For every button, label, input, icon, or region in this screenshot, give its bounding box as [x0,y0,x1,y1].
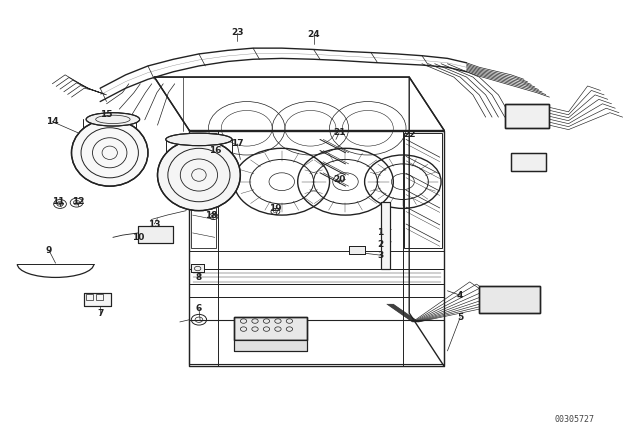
Text: 17: 17 [231,139,243,148]
Ellipse shape [157,139,241,211]
Text: 9: 9 [46,246,52,255]
Text: 10: 10 [132,233,145,242]
Text: 15: 15 [100,110,113,120]
Bar [189,297,444,320]
Ellipse shape [166,133,232,146]
Bar [505,104,549,128]
Bar [234,340,307,351]
Text: 2: 2 [378,240,383,249]
Text: 8: 8 [196,273,202,282]
Bar [189,268,444,284]
Bar [349,246,365,254]
Bar [189,320,444,364]
Bar [234,340,307,351]
Bar [138,226,173,243]
Bar [511,153,546,172]
Bar [234,318,307,340]
Bar [189,284,444,297]
Bar [191,133,216,249]
Text: 4: 4 [457,291,463,300]
Text: 24: 24 [307,30,320,39]
Bar [96,294,103,300]
Text: 13: 13 [148,220,161,228]
Text: 18: 18 [205,211,218,220]
Text: 7: 7 [97,309,103,318]
Bar [84,293,111,306]
Bar [234,318,307,340]
Bar [404,133,442,249]
Bar [505,104,549,128]
Bar [479,286,540,313]
Bar [191,264,204,272]
Text: 14: 14 [46,117,59,126]
Text: 3: 3 [378,251,383,260]
Text: 12: 12 [72,197,84,206]
Text: 16: 16 [209,146,221,155]
Bar [84,293,111,306]
Bar [479,286,540,313]
Text: 1: 1 [378,228,383,237]
Text: 20: 20 [333,175,346,184]
Ellipse shape [72,119,148,186]
Text: 21: 21 [333,128,346,137]
Text: 11: 11 [52,197,65,206]
Bar [86,294,93,300]
Bar [381,202,390,268]
Bar [381,202,390,268]
Text: 19: 19 [269,204,282,213]
Text: 23: 23 [231,28,243,37]
Ellipse shape [86,113,140,126]
Text: 00305727: 00305727 [555,415,595,424]
Text: 6: 6 [196,304,202,313]
Bar [191,264,204,272]
Text: 5: 5 [457,313,463,322]
Bar [511,153,546,172]
Text: 22: 22 [403,130,415,139]
Bar [138,226,173,243]
Bar [349,246,365,254]
